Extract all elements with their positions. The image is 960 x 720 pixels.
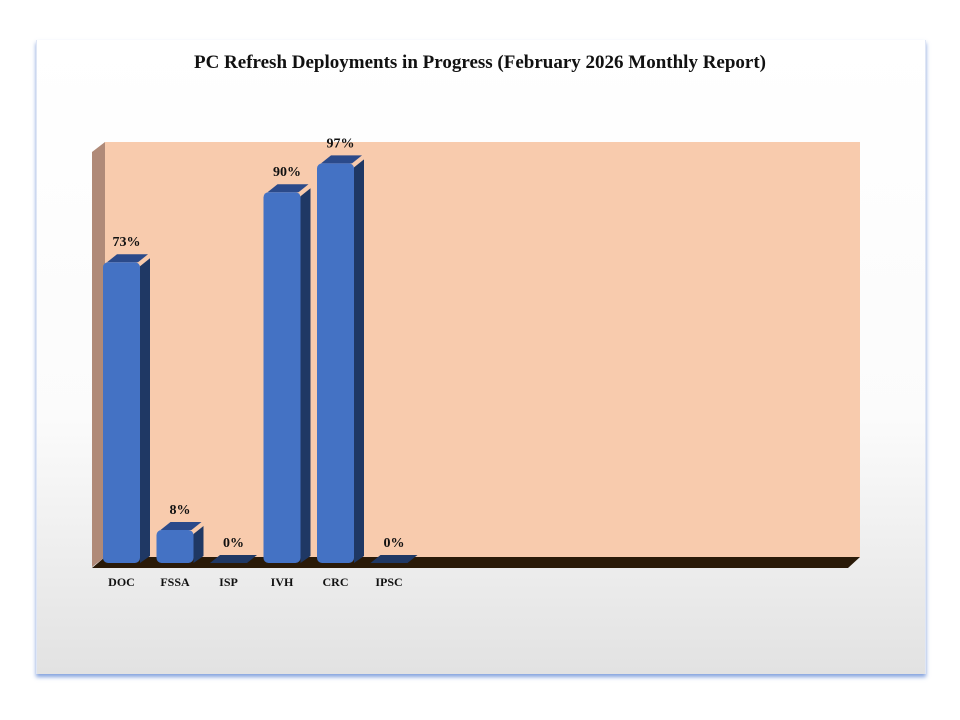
bar-side (354, 159, 364, 564)
bar (210, 555, 257, 563)
x-tick-label: ISP (219, 575, 238, 589)
data-label: 0% (223, 536, 244, 551)
bar-side (140, 258, 150, 563)
bar-top (107, 254, 148, 263)
chart-title: PC Refresh Deployments in Progress (Febr… (193, 52, 767, 73)
x-tick-label: CRC (323, 575, 349, 589)
x-tick-label: FSSA (160, 575, 190, 589)
data-label: 73% (113, 235, 141, 250)
bar (317, 163, 354, 564)
bar-top (321, 155, 362, 164)
bar (103, 262, 140, 563)
back-wall (105, 142, 860, 557)
bar (370, 555, 418, 563)
data-label: 0% (384, 536, 405, 551)
bar-top (160, 522, 202, 531)
x-tick-label: IPSC (375, 575, 402, 589)
bar (156, 530, 194, 563)
x-tick-label: IVH (271, 575, 294, 589)
floor (92, 557, 860, 568)
data-label: 8% (170, 503, 191, 518)
x-tick-label: DOC (108, 575, 135, 589)
data-label: 90% (273, 165, 301, 180)
bar (263, 192, 301, 563)
bar-side (300, 188, 311, 563)
side-wall (92, 142, 105, 567)
bar-top (267, 184, 309, 193)
data-label: 97% (327, 136, 355, 151)
bar-side (193, 526, 204, 563)
